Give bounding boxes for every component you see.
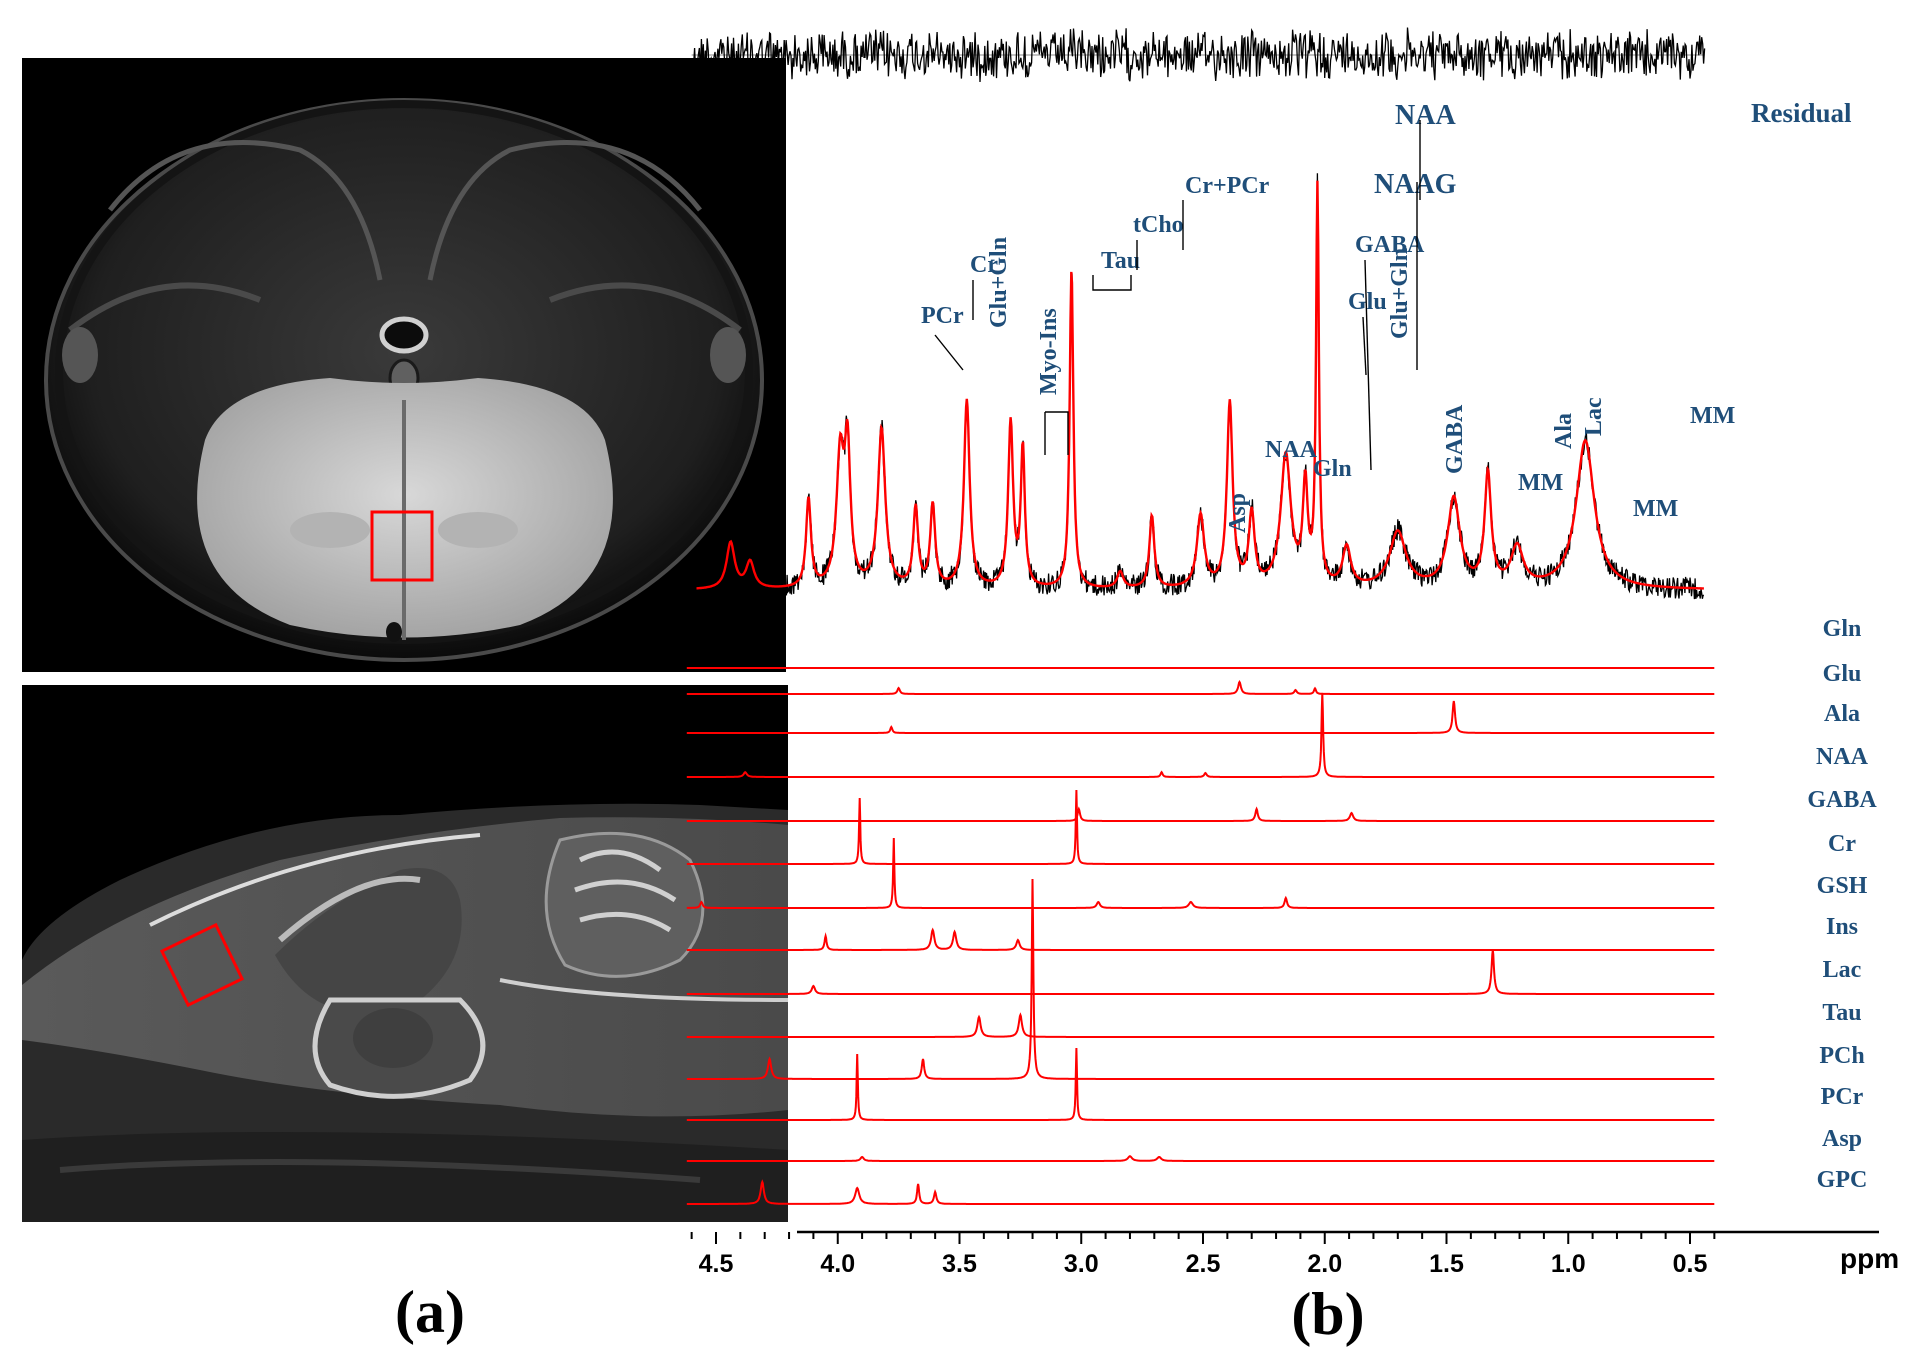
- peak-label: NAA: [1265, 437, 1318, 463]
- peak-label: NAAG: [1374, 169, 1457, 200]
- residual-trace-group: Residual: [691, 27, 1852, 128]
- x-axis: 4.5 4.0 3.5 3.0 2.5 2.0 1.5 1.0 0.5 ppm: [690, 1230, 1899, 1278]
- basis-line-naa: [686, 692, 1715, 778]
- basis-line-pcr: [686, 1047, 1715, 1121]
- spectrum-group: [695, 173, 1705, 600]
- axial-mri-image: [22, 58, 786, 672]
- x-tick-label: 4.5: [699, 1250, 734, 1278]
- basis-line-lac: [686, 949, 1715, 995]
- peak-label: MM: [1518, 470, 1563, 496]
- peak-label: Myo-Ins: [1036, 308, 1062, 395]
- peak-label: Ala: [1551, 413, 1577, 449]
- sagittal-mri-image: [22, 685, 789, 1222]
- basis-label-pcr: PCr: [1821, 1084, 1864, 1110]
- basis-line-gaba: [686, 806, 1715, 822]
- basis-line-cr: [686, 789, 1715, 865]
- basis-label-naa: NAA: [1816, 744, 1869, 770]
- basis-label-tau: Tau: [1822, 1000, 1861, 1026]
- peak-label: GABA: [1355, 232, 1425, 258]
- peak-leader-line: [1044, 411, 1069, 455]
- basis-line-gpc: [686, 1179, 1715, 1205]
- fitted-spectrum-line: [696, 180, 1704, 590]
- panel-a-label: (a): [395, 1279, 465, 1345]
- basis-label-lac: Lac: [1823, 957, 1862, 983]
- panel-b-label: (b): [1291, 1281, 1364, 1347]
- peak-label: Lac: [1581, 397, 1607, 436]
- peak-label: MM: [1690, 403, 1735, 429]
- basis-label-gln: Gln: [1823, 616, 1862, 642]
- peak-leader-line: [1092, 275, 1132, 291]
- basis-label-pch: PCh: [1819, 1043, 1864, 1069]
- x-tick-label: 1.0: [1551, 1250, 1586, 1278]
- peak-label: Glu+Gln: [1387, 248, 1413, 339]
- residual-trace: [691, 27, 1706, 83]
- x-tick-label: 3.0: [1064, 1250, 1099, 1278]
- peak-labels-group: PCrCrGlu+GlnMyo-InsTautChoCr+PCrAspNAAGl…: [921, 100, 1735, 533]
- basis-line-ins: [686, 927, 1715, 951]
- basis-label-glu: Glu: [1823, 661, 1862, 687]
- basis-label-ala: Ala: [1824, 701, 1860, 727]
- peak-label: GABA: [1442, 404, 1468, 474]
- peak-label: Cr+PCr: [1185, 173, 1270, 199]
- basis-label-asp: Asp: [1822, 1126, 1862, 1152]
- measured-spectrum-line: [695, 173, 1705, 600]
- x-tick-label: 1.5: [1429, 1250, 1464, 1278]
- x-tick-label: 0.5: [1673, 1250, 1708, 1278]
- sagittal-roi-box: [159, 922, 245, 1008]
- x-tick-label: 4.0: [820, 1250, 855, 1278]
- basis-line-glu: [686, 679, 1715, 695]
- peak-label: MM: [1633, 496, 1678, 522]
- peak-leader-line: [1364, 259, 1372, 471]
- basis-spectra-group: Gln Glu Ala NAA GABA Cr GSH Ins Lac Tau PCh PCr Asp G…: [686, 616, 1877, 1205]
- x-axis-title: ppm: [1840, 1243, 1899, 1274]
- peak-label: Asp: [1225, 493, 1251, 533]
- basis-line-ala: [686, 700, 1715, 734]
- x-tick-label: 3.5: [942, 1250, 977, 1278]
- basis-label-gpc: GPC: [1817, 1167, 1868, 1193]
- peak-leader-line: [934, 334, 964, 371]
- peak-label: Cr: [970, 252, 998, 278]
- basis-line-gsh: [686, 837, 1715, 909]
- axial-roi-box: [370, 510, 434, 582]
- basis-label-gsh: GSH: [1817, 873, 1868, 899]
- peak-label: Glu: [1348, 289, 1387, 315]
- peak-label: NAA: [1395, 100, 1456, 131]
- basis-line-tau: [686, 1012, 1715, 1038]
- peak-label: Glu+Gln: [986, 237, 1012, 328]
- basis-line-asp: [686, 1155, 1715, 1162]
- peak-leader-line: [1362, 316, 1367, 376]
- x-tick-label: 2.5: [1186, 1250, 1221, 1278]
- peak-label: Gln: [1313, 456, 1352, 482]
- peak-label: tCho: [1133, 212, 1184, 238]
- basis-label-cr: Cr: [1828, 831, 1856, 857]
- peak-label: PCr: [921, 303, 964, 329]
- basis-label-ins: Ins: [1826, 914, 1858, 940]
- residual-label: Residual: [1751, 98, 1852, 128]
- peak-label: Tau: [1101, 248, 1140, 274]
- basis-label-gaba: GABA: [1807, 787, 1877, 813]
- x-tick-label: 2.0: [1307, 1250, 1342, 1278]
